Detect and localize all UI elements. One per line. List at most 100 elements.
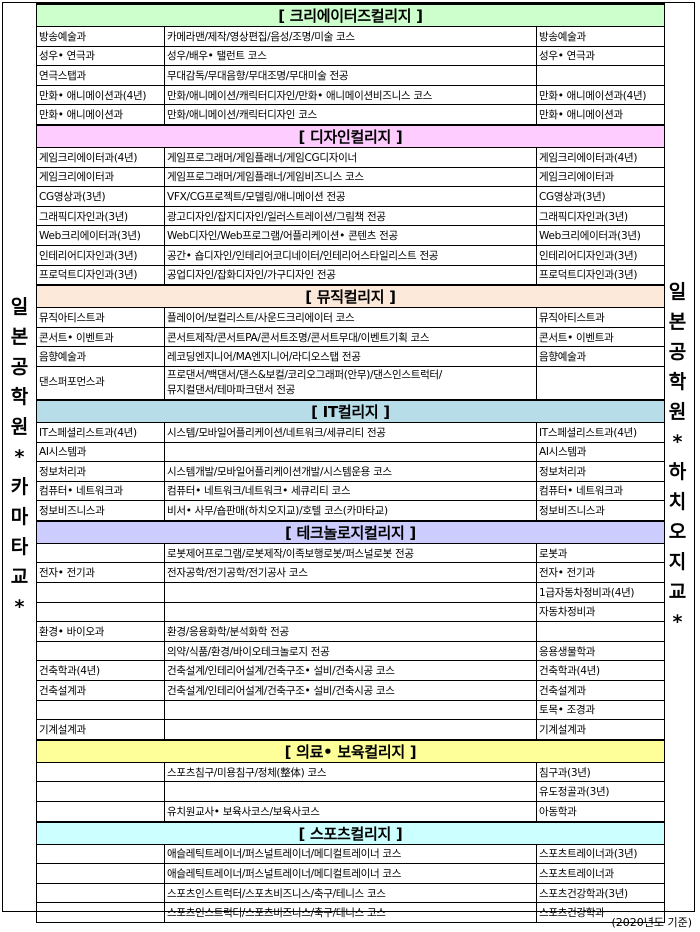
table-row: 애슬레틱트레이너/퍼스널트레이너/메디컬트레이너 코스 스포츠트레이너과(3년) [36,843,666,865]
kamata-department: 게임크리에이터과 [36,166,165,188]
label-char: 하 [668,461,687,483]
course-description: 유치원교사• 보육사코스/보육사코스 [164,800,537,823]
section-title: [ 스포츠컬리지 ] [35,820,666,845]
section-header-row: [ 스포츠컬리지 ] [35,820,666,845]
table-row: 컴퓨터• 네트워크과 컴퓨터• 네트워크/네트워크• 세큐리티 코스 컴퓨터• 네트… [36,480,666,502]
table-row: 프로덕트디자인과(3년) 공업디자인/잡화디자인/가구디자인 전공 프로덕트디자인과… [36,264,666,286]
kamata-department [36,781,165,802]
course-description: 전자공학/전기공학/전기공사 코스 [164,562,537,584]
hachioji-department: 응용생물학과 [535,640,666,662]
label-char: 교 [10,566,29,588]
label-char: 본 [668,311,687,333]
kamata-department: Web크리에이터과(3년) [36,225,165,246]
hachioji-department: Web크리에이터과(3년) [535,225,666,246]
course-description: 공간• 숍디자인/인테리어코디네이터/인테리어스타일리스트 전공 [164,244,537,266]
kamata-department: 음향예술과 [36,346,165,367]
table-row: 자동차정비과 [36,601,666,623]
hachioji-department: 방송예술과 [535,26,666,47]
table-row: 음향예술과 레코딩엔지니어/MA엔지니어/라디오스탭 전공 음향예술과 [36,346,666,367]
kamata-department: 뮤직아티스트과 [36,307,165,328]
kamata-department: 인테리어디자인과(3년) [36,244,165,266]
hachioji-department: 만화• 애니메이션과 [535,104,666,126]
course-description: 컴퓨터• 네트워크/네트워크• 세큐리티 코스 [164,480,537,502]
hachioji-department [535,621,666,642]
hachioji-department: 스포츠트레이너과 [535,863,666,884]
label-char: 일 [10,296,29,318]
label-char: 공 [10,356,29,378]
course-description: 애슬레틱트레이너/퍼스널트레이너/메디컬트레이너 코스 [164,863,537,884]
campus-label-kamata: 일 본 공 학 원 * 카 마 타 교 * [3,3,36,911]
hachioji-department: 정보처리과 [535,461,666,482]
label-char: 카 [10,476,29,498]
section-header-row: [ 크리에이터즈컬리지 ] [35,3,666,27]
hachioji-department: 유도정골과(3년) [535,781,666,802]
kamata-department [36,601,165,623]
hachioji-department: 스포츠건강학과 [535,902,666,923]
table-row: 정보처리과 시스템개발/모바일어플리케이션개발/시스템운용 코스 정보처리과 [36,461,666,482]
course-description: 건축설계/인테리어설계/건축구조• 설비/건축시공 코스 [164,660,537,682]
table-row: 스포츠인스트럭터/스포츠비즈니스/축구/테니스 코스 스포츠건강학과(3년) [36,882,666,904]
kamata-department: 연극스탭과 [36,65,165,86]
course-description: 스포츠인스트럭터/스포츠비즈니스/축구/테니스 코스 [164,902,537,923]
hachioji-department: 콘서트• 이벤트과 [535,326,666,348]
hachioji-department: 전자• 전기과 [535,562,666,584]
kamata-department [36,863,165,884]
course-description: 스포츠인스트럭터/스포츠비즈니스/축구/테니스 코스 [164,882,537,904]
kamata-department [36,640,165,662]
course-description: 애슬레틱트레이너/퍼스널트레이너/메디컬트레이너 코스 [164,843,537,865]
table-row: 만화• 애니메이션과 만화/애니메이션/캐릭터디자인 코스 만화• 애니메이션과 [36,104,666,126]
table-row: Web크리에이터과(3년) Web디자인/Web프로그램/어플리케이션• 콘텐츠 … [36,225,666,246]
course-description: 스포츠침구/미용침구/정체(整体) 코스 [164,761,537,783]
course-description: Web디자인/Web프로그램/어플리케이션• 콘텐츠 전공 [164,225,537,246]
course-description: 프로댄서/백댄서/댄스&보컬/코리오그래퍼(안무)/댄스인스트럭터/ 뮤지컬댄서… [164,365,537,401]
course-description: 만화/애니메이션/캐릭터디자인 코스 [164,104,537,126]
table-row: 콘서트• 이벤트과 콘서트제작/콘서트PA/콘서트조명/콘서트무대/이벤트기획 코… [36,326,666,348]
table-row: 정보비즈니스과 비서• 사무/숍판매(하치오지교)/호텔 코스(카마타교) 정보비즈… [36,500,666,522]
kamata-department: 건축설계과 [36,680,165,701]
section-header-row: [ IT컬리지 ] [35,398,666,423]
kamata-department: 컴퓨터• 네트워크과 [36,480,165,502]
label-char: 치 [668,491,687,513]
label-char: * [672,431,683,453]
course-description: 플레이어/보컬리스트/사운드크리에이터 코스 [164,307,537,328]
hachioji-department: 그래픽디자인과(3년) [535,205,666,227]
label-char: 마 [10,506,29,528]
kamata-department [36,843,165,865]
hachioji-department: 뮤직아티스트과 [535,307,666,328]
label-char: 학 [10,386,29,408]
kamata-department [36,699,165,721]
table-row: 의약/식품/환경/바이오테크놀로지 전공 응용생물학과 [36,640,666,662]
table-row: 애슬레틱트레이너/퍼스널트레이너/메디컬트레이너 코스 스포츠트레이너과 [36,863,666,884]
course-description: 광고디자인/잡지디자인/일러스트레이션/그림책 전공 [164,205,537,227]
hachioji-department: 침구과(3년) [535,761,666,783]
section-header-row: [ 뮤직컬리지 ] [35,284,666,309]
course-description: 만화/애니메이션/캐릭터디자인/만화• 애니메이션비즈니스 코스 [164,84,537,106]
hachioji-department: 프로덕트디자인과(3년) [535,264,666,286]
hachioji-department: 로봇과 [535,542,666,564]
label-char: 일 [668,281,687,303]
course-description: 환경/응용화학/분석화학 전공 [164,621,537,642]
hachioji-department: CG영상과(3년) [535,186,666,207]
kamata-department: 전자• 전기과 [36,562,165,584]
hachioji-department: 컴퓨터• 네트워크과 [535,480,666,502]
kamata-department: 정보처리과 [36,461,165,482]
hachioji-department: 자동차정비과 [535,601,666,623]
hachioji-department: 기계설계과 [535,719,666,741]
hachioji-department [535,65,666,86]
hachioji-department: 성우• 연극과 [535,45,666,67]
hachioji-department: 건축설계과 [535,680,666,701]
kamata-department: CG영상과(3년) [36,186,165,207]
course-description: 콘서트제작/콘서트PA/콘서트조명/콘서트무대/이벤트기획 코스 [164,326,537,348]
kamata-department: 콘서트• 이벤트과 [36,326,165,348]
course-description [164,582,537,603]
hachioji-department: 만화• 애니메이션과(4년) [535,84,666,106]
hachioji-department: 토목• 조경과 [535,699,666,721]
table-row: 스포츠인스트럭터/스포츠비즈니스/축구/테니스 코스 스포츠건강학과 [36,902,666,923]
course-description: VFX/CG프로젝트/모델링/애니메이션 전공 [164,186,537,207]
table-row: 방송예술과 카메라맨/제작/영상편집/음성/조명/미술 코스 방송예술과 [36,26,666,47]
label-char: * [14,446,25,468]
label-char: 학 [668,371,687,393]
label-char: 타 [10,536,29,558]
hachioji-department: 게임크리에이터과(4년) [535,146,666,168]
label-char: * [672,611,683,633]
